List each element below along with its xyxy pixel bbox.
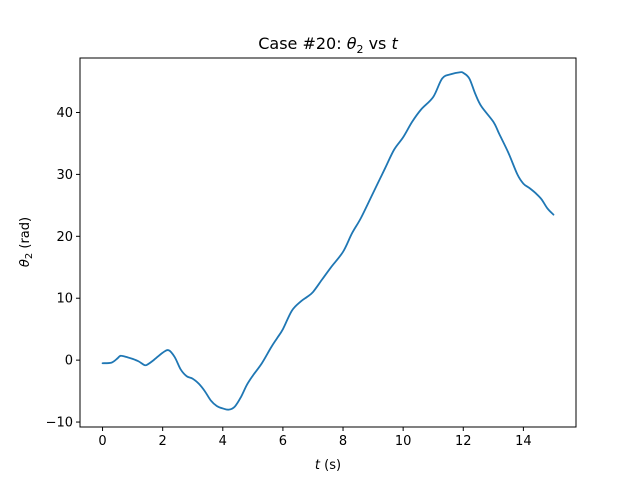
x-tick-label: 4 — [219, 434, 227, 449]
y-axis-label: θ2 (rad) — [18, 217, 35, 267]
y-tick-label: 30 — [56, 168, 73, 183]
x-tick-label: 10 — [395, 434, 412, 449]
x-axis-label: t (s) — [315, 458, 341, 473]
x-tick-label: 6 — [279, 434, 287, 449]
y-tick-label: 40 — [56, 106, 73, 121]
x-tick-label: 0 — [98, 434, 106, 449]
x-tick-label: 14 — [515, 434, 532, 449]
y-tick-label: −10 — [46, 416, 73, 431]
y-tick-label: 10 — [56, 292, 73, 307]
plot-line-layer — [101, 71, 555, 411]
x-tick-label: 12 — [455, 434, 472, 449]
y-tick-label: 0 — [65, 354, 73, 369]
chart-title: Case #20: θ2 vs t — [258, 34, 398, 56]
x-tick-label: 2 — [159, 434, 167, 449]
plot-frame — [79, 57, 577, 428]
ticks: 0 2 4 6 8 10 12 14 −10 0 10 20 30 40 — [46, 106, 532, 449]
x-tick-label: 8 — [339, 434, 347, 449]
y-tick-label: 20 — [56, 230, 73, 245]
series-line — [101, 71, 555, 411]
